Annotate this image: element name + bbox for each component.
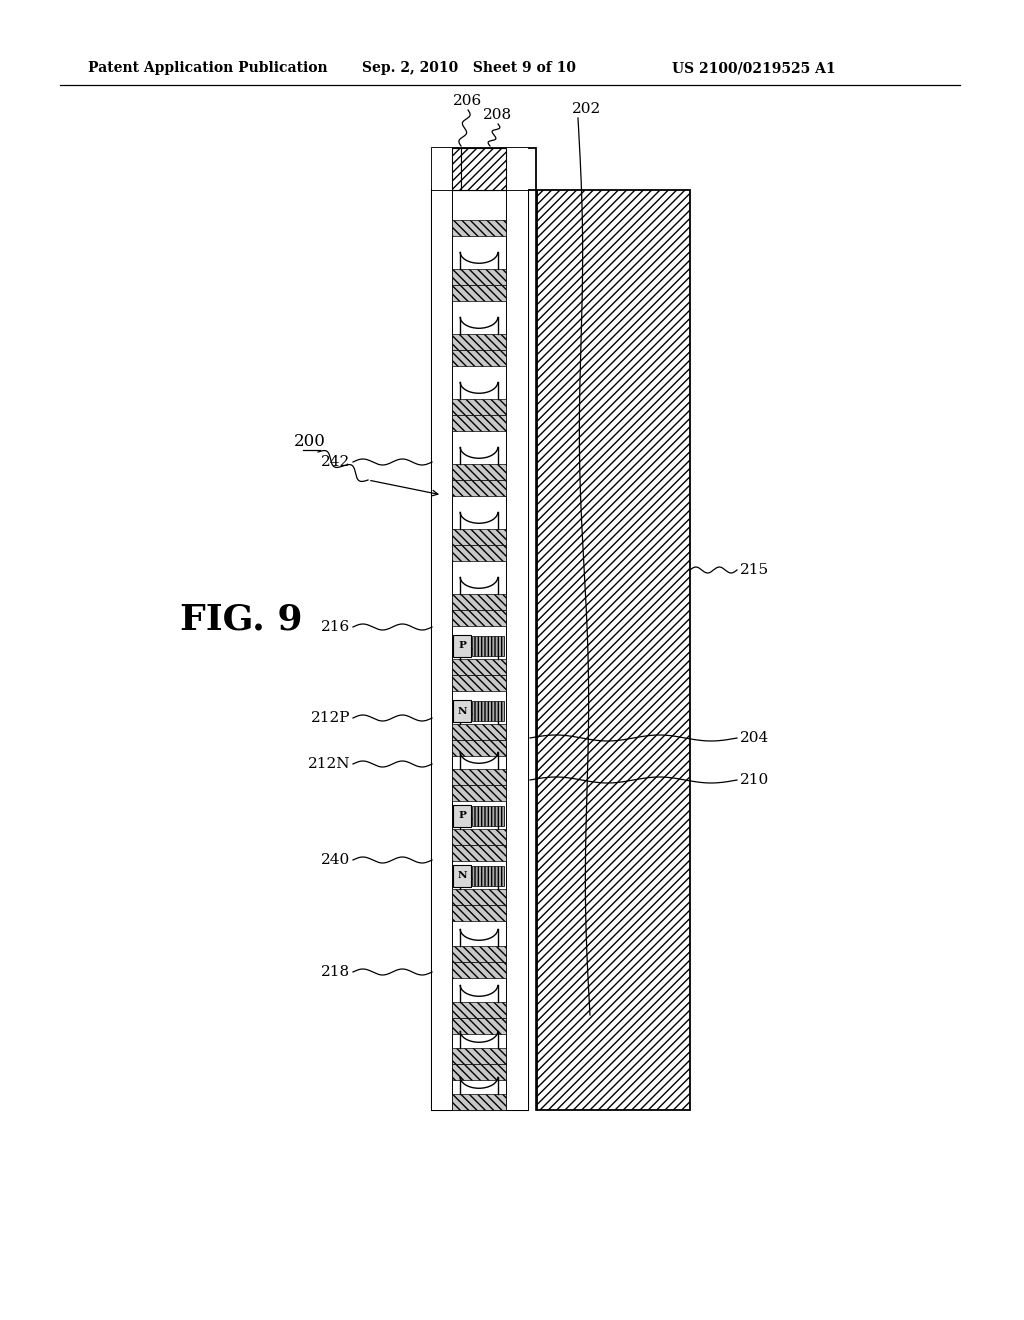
Bar: [432, 148, 452, 190]
Bar: [452, 610, 506, 626]
Bar: [452, 414, 506, 432]
Text: P: P: [458, 812, 466, 821]
Bar: [452, 465, 506, 480]
Bar: [432, 190, 528, 1110]
Bar: [452, 770, 506, 785]
Text: 210: 210: [740, 774, 769, 787]
Text: 212N: 212N: [307, 756, 350, 771]
Bar: [452, 545, 506, 561]
Bar: [452, 723, 506, 741]
Text: FIG. 9: FIG. 9: [180, 603, 302, 638]
Bar: [452, 1048, 506, 1064]
Bar: [452, 785, 506, 801]
Bar: [452, 1018, 506, 1034]
Text: 212P: 212P: [310, 711, 350, 725]
Bar: [452, 906, 506, 921]
Text: 200: 200: [294, 433, 326, 450]
Bar: [452, 1002, 506, 1018]
Bar: [452, 1094, 506, 1110]
Text: 208: 208: [483, 108, 513, 121]
Bar: [452, 1064, 506, 1080]
Bar: [452, 659, 506, 675]
Bar: [453, 865, 471, 887]
Bar: [537, 190, 690, 1110]
Bar: [452, 529, 506, 545]
Text: 240: 240: [321, 853, 350, 867]
Text: Patent Application Publication: Patent Application Publication: [88, 61, 328, 75]
Bar: [452, 829, 506, 845]
Bar: [452, 334, 506, 350]
Bar: [432, 190, 452, 1110]
Bar: [452, 399, 506, 414]
Bar: [432, 148, 536, 190]
Text: Sep. 2, 2010   Sheet 9 of 10: Sep. 2, 2010 Sheet 9 of 10: [362, 61, 575, 75]
Text: 218: 218: [321, 965, 350, 979]
Text: 202: 202: [572, 102, 601, 116]
Bar: [452, 594, 506, 610]
Text: 216: 216: [321, 620, 350, 634]
Bar: [452, 269, 506, 285]
Text: N: N: [458, 871, 467, 880]
Bar: [461, 148, 506, 190]
Text: 215: 215: [740, 564, 769, 577]
Bar: [472, 807, 504, 826]
Bar: [452, 962, 506, 978]
Bar: [452, 675, 506, 690]
Bar: [472, 866, 504, 886]
Bar: [452, 888, 506, 906]
Bar: [506, 190, 528, 1110]
Text: N: N: [458, 706, 467, 715]
Text: US 2100/0219525 A1: US 2100/0219525 A1: [672, 61, 836, 75]
Text: 242: 242: [321, 455, 350, 469]
Bar: [452, 741, 506, 756]
Text: P: P: [458, 642, 466, 651]
Bar: [453, 700, 471, 722]
Text: 204: 204: [740, 731, 769, 744]
Text: 206: 206: [454, 94, 482, 108]
Bar: [452, 946, 506, 962]
Bar: [472, 701, 504, 721]
Bar: [452, 148, 461, 190]
Bar: [472, 636, 504, 656]
Bar: [452, 285, 506, 301]
Bar: [452, 845, 506, 861]
Bar: [453, 635, 471, 657]
Bar: [506, 148, 528, 190]
Bar: [452, 350, 506, 366]
Bar: [453, 805, 471, 828]
Bar: [452, 220, 506, 236]
Bar: [452, 480, 506, 496]
